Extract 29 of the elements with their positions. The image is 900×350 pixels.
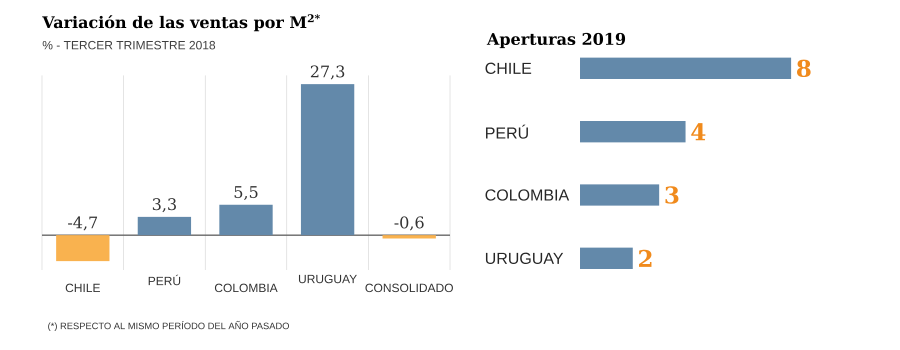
data-label: -4,7 — [68, 216, 98, 230]
y-tick-label: URUGUAY — [486, 252, 564, 264]
chart-title: Aperturas 2019 — [486, 32, 626, 48]
data-label: 4 — [691, 123, 706, 140]
chart-subtitle: % - TERCER TRIMESTRE 2018 — [42, 40, 216, 50]
x-tick-label: CONSOLIDADO — [365, 284, 453, 292]
bar — [580, 58, 792, 80]
data-label: 3,3 — [152, 198, 176, 212]
text: (*) RESPECTO AL MISMO PERÍODO DEL AÑO PASADO — [48, 320, 290, 332]
data-label: 2 — [639, 250, 652, 267]
bar — [138, 216, 192, 236]
data-label: 27,3 — [310, 65, 344, 80]
data-label: 3 — [665, 186, 678, 204]
bar — [219, 204, 273, 236]
y-tick-label: CHILE — [486, 62, 532, 74]
x-tick-label: CHILE — [66, 284, 100, 292]
data-label: 5,5 — [234, 186, 258, 200]
bar — [580, 184, 660, 206]
data-label: -0,6 — [394, 216, 424, 230]
bar — [580, 121, 686, 142]
bar — [580, 248, 633, 270]
data-label: 8 — [797, 60, 811, 78]
x-tick-label: COLOMBIA — [214, 284, 278, 292]
y-tick-label: PERÚ — [486, 124, 528, 139]
chart-title: Variación de las ventas por M$^{2*}$ — [42, 14, 320, 32]
bar — [56, 235, 110, 262]
bar — [382, 235, 436, 238]
bar — [300, 84, 354, 236]
y-tick-label: COLOMBIA — [486, 189, 570, 201]
